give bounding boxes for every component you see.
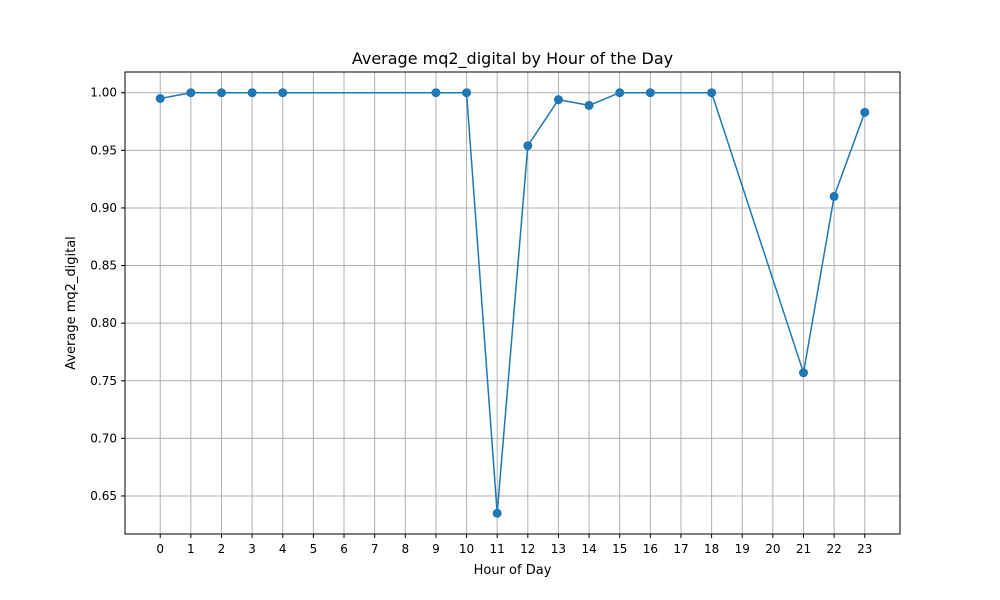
x-tick-label: 3 — [248, 542, 256, 556]
x-tick-label: 8 — [401, 542, 409, 556]
x-tick-label: 5 — [310, 542, 318, 556]
x-tick-label: 11 — [490, 542, 505, 556]
chart-title: Average mq2_digital by Hour of the Day — [352, 49, 673, 69]
data-point-hour-16 — [645, 88, 655, 98]
data-point-hour-22 — [829, 191, 839, 201]
x-tick-label: 20 — [765, 542, 780, 556]
x-tick-label: 0 — [156, 542, 164, 556]
y-tick-label: 0.85 — [90, 259, 117, 273]
data-series — [155, 88, 870, 518]
x-tick-label: 1 — [187, 542, 195, 556]
x-tick-label: 18 — [704, 542, 719, 556]
x-axis-label: Hour of Day — [474, 563, 552, 578]
data-point-hour-9 — [431, 88, 441, 98]
data-point-hour-2 — [216, 88, 226, 98]
y-tick-label: 0.70 — [90, 431, 117, 445]
x-tick-label: 19 — [735, 542, 750, 556]
y-tick-label: 1.00 — [90, 86, 117, 100]
x-tick-label: 9 — [432, 542, 440, 556]
y-tick-label: 0.90 — [90, 201, 117, 215]
x-tick-label: 12 — [520, 542, 535, 556]
data-point-hour-21 — [799, 368, 809, 378]
x-tick-label: 6 — [340, 542, 348, 556]
y-tick-label: 0.95 — [90, 143, 117, 157]
data-point-hour-15 — [615, 88, 625, 98]
x-tick-label: 14 — [581, 542, 596, 556]
x-tick-label: 21 — [796, 542, 811, 556]
x-tick-label: 7 — [371, 542, 379, 556]
data-point-hour-1 — [186, 88, 196, 98]
x-tick-label: 13 — [551, 542, 566, 556]
data-point-hour-10 — [462, 88, 472, 98]
x-tick-label: 23 — [857, 542, 872, 556]
data-point-hour-18 — [707, 88, 717, 98]
data-point-hour-23 — [860, 107, 870, 117]
x-tick-label: 10 — [459, 542, 474, 556]
x-tick-label: 2 — [218, 542, 226, 556]
data-point-hour-11 — [492, 508, 502, 518]
y-tick-label: 0.80 — [90, 316, 117, 330]
data-point-hour-4 — [278, 88, 288, 98]
x-tick-label: 22 — [826, 542, 841, 556]
data-point-hour-3 — [247, 88, 257, 98]
axis-ticks: 0 1 2 3 4 5 6 7 8 9 10 11 12 13 14 15 16 17 18 19 20 21 22 230.… — [90, 86, 872, 556]
y-tick-label: 0.65 — [90, 489, 117, 503]
data-point-hour-13 — [553, 95, 563, 105]
x-tick-label: 17 — [673, 542, 688, 556]
y-tick-label: 0.75 — [90, 374, 117, 388]
plot-frame — [124, 71, 901, 535]
x-tick-label: 15 — [612, 542, 627, 556]
x-tick-label: 16 — [643, 542, 658, 556]
x-tick-label: 4 — [279, 542, 287, 556]
data-point-hour-14 — [584, 100, 594, 110]
y-axis-label: Average mq2_digital — [64, 236, 79, 370]
data-point-hour-0 — [155, 93, 165, 103]
data-point-hour-12 — [523, 141, 533, 151]
